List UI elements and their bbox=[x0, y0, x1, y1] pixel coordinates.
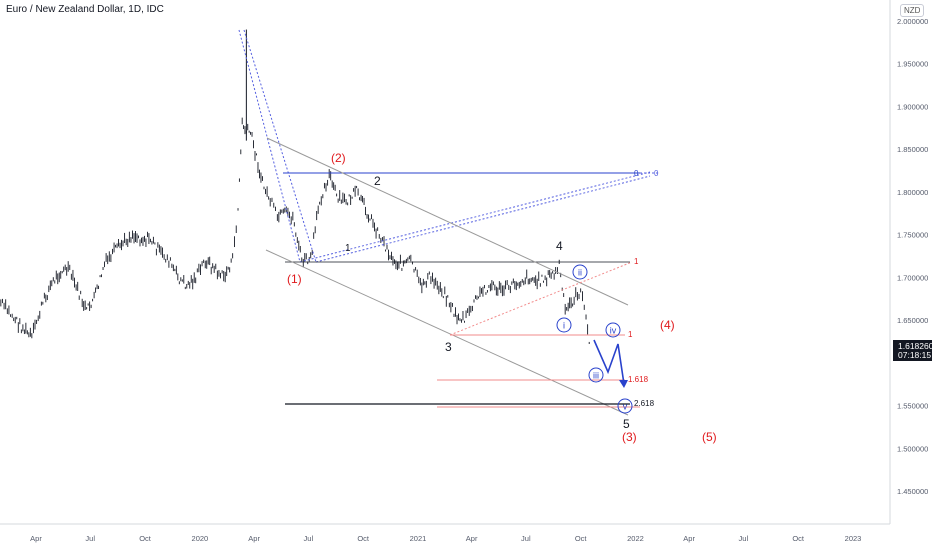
x-tick-label: Apr bbox=[248, 534, 260, 543]
x-tick-label: Apr bbox=[30, 534, 42, 543]
fib-label-0: 0 bbox=[634, 169, 639, 178]
fib-label-1618: 1.618 bbox=[628, 375, 649, 384]
minor-wave-2: 2 bbox=[374, 174, 381, 188]
svg-text:v: v bbox=[623, 402, 628, 412]
fib-label-1: 1 bbox=[634, 257, 639, 266]
last-price-value: 1.618260 bbox=[898, 341, 932, 351]
fib-label-2618: 2.618 bbox=[634, 399, 655, 408]
y-tick-label: 1.750000 bbox=[897, 231, 928, 240]
y-tick-label: 1.550000 bbox=[897, 402, 928, 411]
minor-wave-4: 4 bbox=[556, 239, 563, 253]
subwave-v: v bbox=[617, 398, 633, 414]
x-tick-label: Jul bbox=[739, 534, 749, 543]
x-tick-label: 2023 bbox=[845, 534, 862, 543]
subwave-iii: iii bbox=[588, 367, 604, 383]
y-tick-label: 1.950000 bbox=[897, 60, 928, 69]
dotted-trend-line bbox=[238, 29, 301, 263]
projection-path bbox=[593, 339, 625, 385]
svg-text:i: i bbox=[563, 321, 565, 331]
x-tick-label: 2021 bbox=[410, 534, 427, 543]
projection-arrowhead bbox=[619, 380, 628, 388]
y-tick-label: 1.850000 bbox=[897, 145, 928, 154]
dotted-trend-line bbox=[243, 29, 317, 263]
channel-lower bbox=[265, 249, 629, 416]
countdown-timer: 07:18:15 bbox=[898, 350, 931, 360]
x-tick-label: 2022 bbox=[627, 534, 644, 543]
y-tick-label: 1.800000 bbox=[897, 188, 928, 197]
subwave-i: i bbox=[556, 317, 572, 333]
wave-label-1: (1) bbox=[287, 272, 302, 286]
dotted-trend-line bbox=[299, 171, 651, 263]
y-tick-label: 1.450000 bbox=[897, 487, 928, 496]
minor-wave-1: 1 bbox=[345, 243, 351, 254]
y-tick-label: 1.900000 bbox=[897, 102, 928, 111]
x-tick-label: Oct bbox=[139, 534, 152, 543]
y-tick-label: 1.700000 bbox=[897, 273, 928, 282]
currency-badge[interactable]: NZD bbox=[900, 4, 925, 17]
y-tick-label: 1.650000 bbox=[897, 316, 928, 325]
minor-wave-5: 5 bbox=[623, 417, 630, 431]
svg-text:iii: iii bbox=[593, 371, 599, 381]
fib-label-0-ext: 0 bbox=[654, 169, 659, 178]
last-price-tag bbox=[893, 340, 932, 361]
wave-label-2: (2) bbox=[331, 151, 346, 165]
svg-text:ii: ii bbox=[578, 268, 582, 278]
subwave-iv: iv bbox=[605, 322, 621, 338]
wave-label-4: (4) bbox=[660, 318, 675, 332]
channel-upper bbox=[266, 137, 629, 306]
y-tick-label: 1.500000 bbox=[897, 444, 928, 453]
minor-wave-3: 3 bbox=[445, 340, 452, 354]
fib-extension-line bbox=[449, 261, 633, 336]
dotted-trend-line bbox=[315, 175, 651, 263]
x-tick-label: Oct bbox=[575, 534, 588, 543]
x-tick-label: Oct bbox=[357, 534, 370, 543]
subwave-ii: ii bbox=[572, 264, 588, 280]
x-tick-label: Jul bbox=[304, 534, 314, 543]
x-tick-label: Jul bbox=[521, 534, 531, 543]
x-tick-label: 2020 bbox=[192, 534, 209, 543]
x-tick-label: Oct bbox=[792, 534, 805, 543]
x-tick-label: Jul bbox=[85, 534, 95, 543]
y-tick-label: 2.000000 bbox=[897, 17, 928, 26]
svg-text:iv: iv bbox=[610, 326, 617, 336]
chart-title: Euro / New Zealand Dollar, 1D, IDC bbox=[6, 4, 164, 15]
x-tick-label: Apr bbox=[683, 534, 695, 543]
x-tick-label: Apr bbox=[466, 534, 478, 543]
fib-label-1-lower: 1 bbox=[628, 330, 633, 339]
wave-label-5: (5) bbox=[702, 430, 717, 444]
wave-label-3: (3) bbox=[622, 430, 637, 444]
